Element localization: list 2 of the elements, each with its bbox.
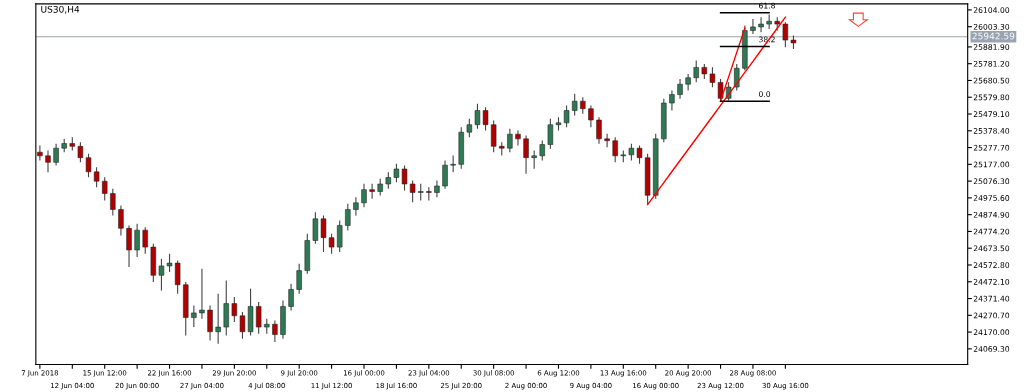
ref-line-label: 25942.59 <box>972 32 1015 40</box>
chart-title: US30,H4 <box>41 5 80 14</box>
